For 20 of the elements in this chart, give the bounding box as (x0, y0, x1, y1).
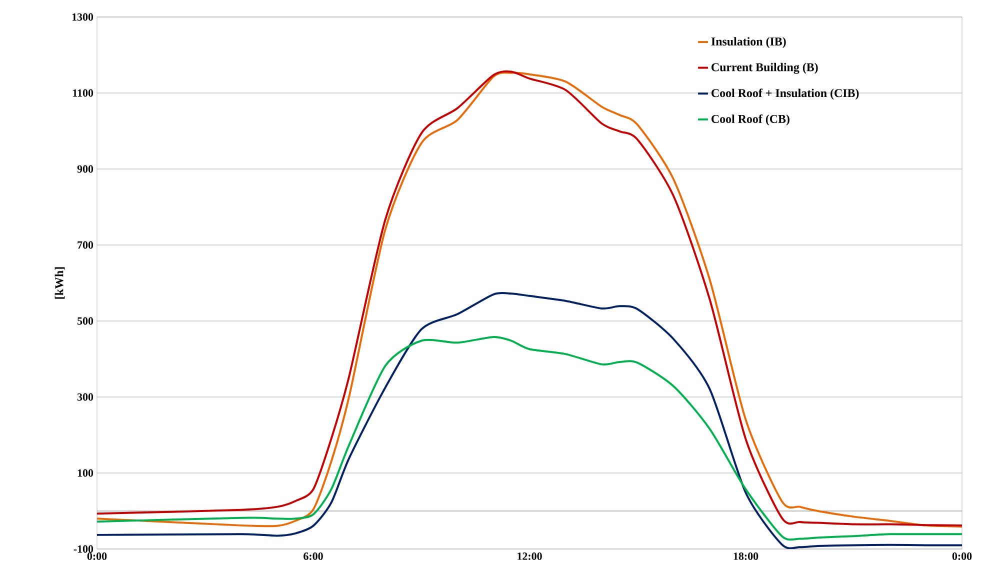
y-tick-label: 300 (77, 393, 94, 401)
x-tick-label: 6:00 (304, 552, 323, 560)
y-tick-label: 500 (77, 317, 94, 325)
x-tick-label: 18:00 (734, 552, 758, 560)
x-tick-label: 12:00 (518, 552, 542, 560)
line-series (97, 336, 962, 540)
legend-label: Current Building (B) (712, 62, 818, 74)
y-tick-label: -100 (74, 545, 94, 553)
x-tick-label: 0:00 (87, 552, 107, 560)
legend-label: Cool Roof (CB) (712, 114, 790, 126)
y-tick-label: 1100 (73, 89, 94, 97)
line-series (97, 292, 962, 549)
x-tick-label: 0:00 (952, 552, 972, 560)
y-tick-label: 900 (77, 165, 94, 173)
y-tick-label: 1300 (72, 13, 94, 21)
legend-label: Insulation (IB) (711, 37, 786, 48)
y-tick-label: 700 (78, 241, 94, 249)
legend-label: Cool Roof + Insulation (CIB) (712, 88, 859, 100)
y-tick-label: 100 (78, 469, 94, 477)
y-axis-title: [kWh] (54, 267, 65, 299)
